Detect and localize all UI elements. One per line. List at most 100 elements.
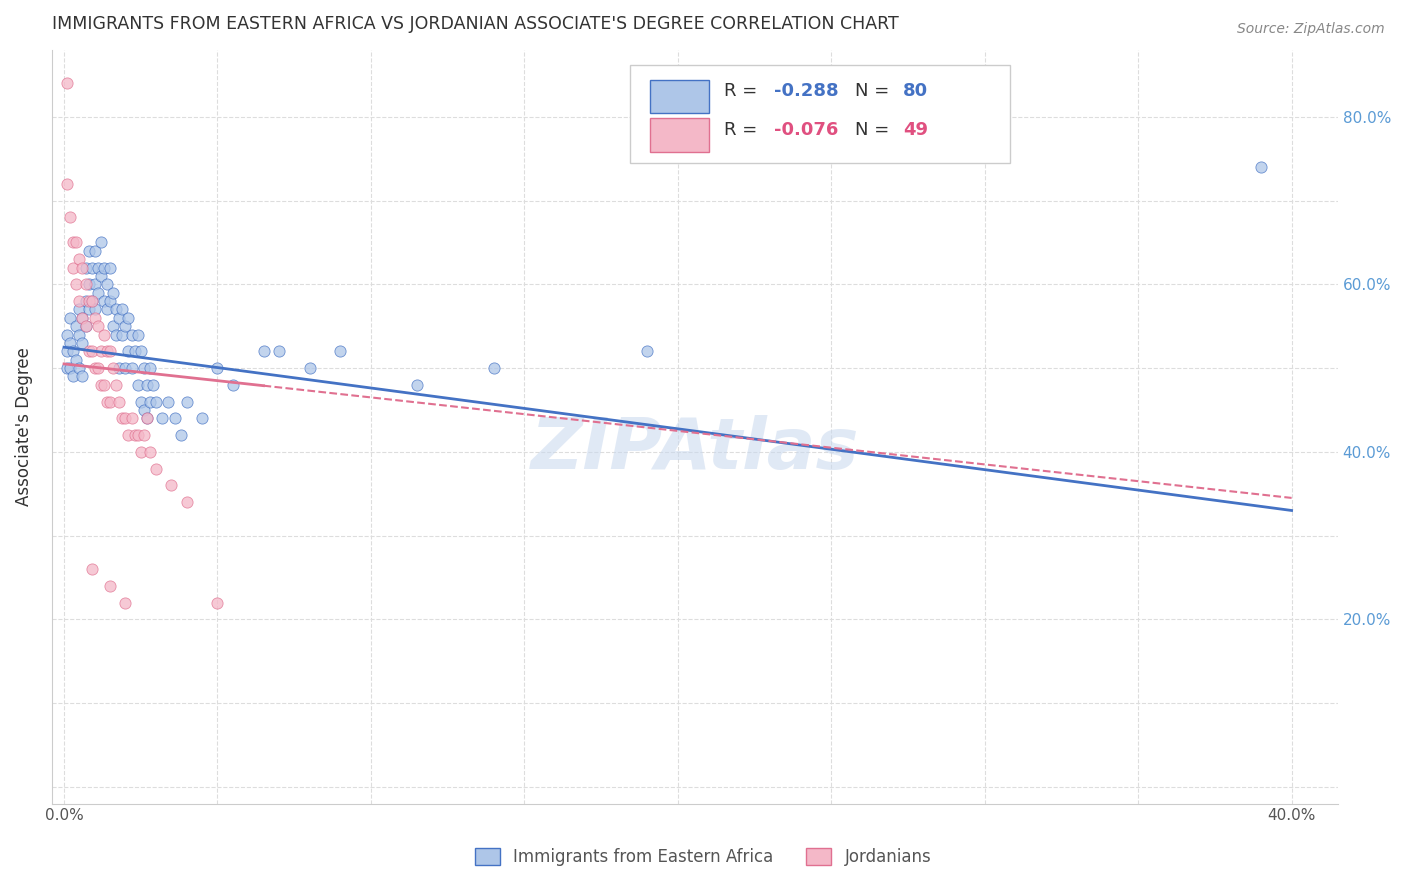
Point [139,445,162,459]
Point [135,377,157,392]
Point [83,310,105,325]
Point [298,361,321,376]
Point [176,394,198,409]
Point [59,361,82,376]
Point [98,260,121,275]
Point [139,394,162,409]
Point [98,579,121,593]
Point [135,411,157,425]
Point [191,411,214,425]
Text: Source: ZipAtlas.com: Source: ZipAtlas.com [1237,22,1385,37]
Point [108,310,131,325]
Point [117,344,139,359]
Point [111,411,134,425]
Point [67,302,90,317]
Point [65,352,87,367]
Point [72,369,94,384]
Point [176,495,198,509]
Point [114,596,136,610]
Point [65,319,87,334]
Point [160,478,183,492]
Text: ZIPAtlas: ZIPAtlas [530,415,859,483]
Point [129,445,152,459]
Point [67,294,90,309]
Point [111,327,134,342]
Point [98,344,121,359]
Point [121,411,143,425]
Point [56,361,79,376]
Point [77,277,100,292]
Text: N =: N = [855,120,896,139]
Point [132,428,155,442]
Point [80,344,103,359]
Point [75,277,97,292]
Point [145,394,167,409]
Point [329,344,352,359]
Text: N =: N = [855,82,896,100]
Point [87,361,110,376]
Point [65,235,87,250]
FancyBboxPatch shape [650,119,709,152]
Point [157,394,180,409]
Point [62,260,84,275]
Point [96,302,118,317]
Point [145,461,167,475]
Point [80,294,103,309]
Point [90,235,112,250]
Point [267,344,290,359]
Point [114,319,136,334]
Point [150,411,173,425]
Point [65,277,87,292]
Point [101,285,124,300]
Point [75,319,97,334]
Point [129,344,152,359]
Text: R =: R = [724,120,763,139]
Point [72,335,94,350]
Point [83,244,105,258]
Point [77,244,100,258]
Point [114,361,136,376]
Point [67,361,90,376]
Point [101,319,124,334]
Point [87,285,110,300]
Point [129,394,152,409]
Point [59,211,82,225]
Point [90,268,112,283]
Point [67,327,90,342]
FancyBboxPatch shape [630,65,1010,163]
Point [101,361,124,376]
Point [121,327,143,342]
Point [132,361,155,376]
Point [98,394,121,409]
Point [108,361,131,376]
Point [93,377,115,392]
Point [127,377,149,392]
Point [72,310,94,325]
Y-axis label: Associate's Degree: Associate's Degree [15,347,32,506]
Point [96,344,118,359]
Point [62,235,84,250]
Point [142,377,165,392]
Point [80,294,103,309]
Point [207,596,229,610]
Point [56,76,79,90]
Point [96,394,118,409]
Point [406,377,429,392]
Point [117,310,139,325]
Text: -0.076: -0.076 [775,120,839,139]
Point [90,377,112,392]
Text: 49: 49 [903,120,928,139]
Point [72,260,94,275]
Point [56,177,79,191]
Point [169,428,191,442]
Point [636,344,658,359]
Point [132,403,155,417]
Point [62,369,84,384]
Text: IMMIGRANTS FROM EASTERN AFRICA VS JORDANIAN ASSOCIATE'S DEGREE CORRELATION CHART: IMMIGRANTS FROM EASTERN AFRICA VS JORDAN… [52,15,898,33]
FancyBboxPatch shape [650,80,709,113]
Point [127,327,149,342]
Point [67,252,90,267]
Point [96,277,118,292]
Point [252,344,274,359]
Point [163,411,186,425]
